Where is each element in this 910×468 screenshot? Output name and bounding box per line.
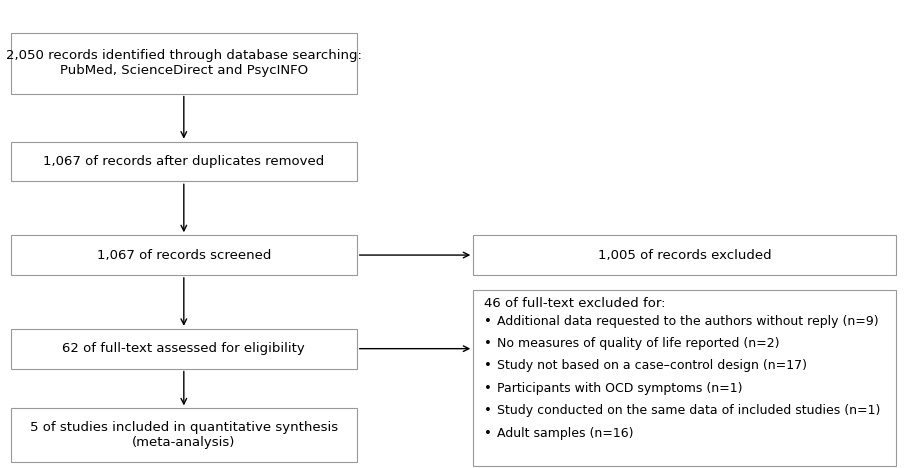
Text: Participants with OCD symptoms (n=1): Participants with OCD symptoms (n=1): [497, 382, 743, 395]
Text: •: •: [484, 404, 492, 417]
FancyBboxPatch shape: [11, 141, 357, 181]
Text: Adult samples (n=16): Adult samples (n=16): [497, 427, 633, 440]
Text: 1,005 of records excluded: 1,005 of records excluded: [598, 249, 772, 262]
Text: Study conducted on the same data of included studies (n=1): Study conducted on the same data of incl…: [497, 404, 880, 417]
Text: Study not based on a case–control design (n=17): Study not based on a case–control design…: [497, 359, 807, 373]
Text: 62 of full-text assessed for eligibility: 62 of full-text assessed for eligibility: [63, 342, 305, 355]
Text: Additional data requested to the authors without reply (n=9): Additional data requested to the authors…: [497, 314, 878, 328]
FancyBboxPatch shape: [473, 290, 896, 466]
FancyBboxPatch shape: [11, 33, 357, 94]
Text: •: •: [484, 337, 492, 350]
Text: •: •: [484, 359, 492, 373]
Text: •: •: [484, 427, 492, 440]
Text: 1,067 of records after duplicates removed: 1,067 of records after duplicates remove…: [43, 155, 325, 168]
FancyBboxPatch shape: [473, 235, 896, 275]
FancyBboxPatch shape: [11, 408, 357, 462]
Text: 46 of full-text excluded for:: 46 of full-text excluded for:: [484, 297, 665, 310]
Text: 2,050 records identified through database searching:
PubMed, ScienceDirect and P: 2,050 records identified through databas…: [5, 49, 362, 77]
Text: •: •: [484, 382, 492, 395]
Text: •: •: [484, 314, 492, 328]
FancyBboxPatch shape: [11, 329, 357, 369]
Text: 5 of studies included in quantitative synthesis
(meta-analysis): 5 of studies included in quantitative sy…: [30, 421, 338, 449]
Text: No measures of quality of life reported (n=2): No measures of quality of life reported …: [497, 337, 779, 350]
FancyBboxPatch shape: [11, 235, 357, 275]
Text: 1,067 of records screened: 1,067 of records screened: [96, 249, 271, 262]
